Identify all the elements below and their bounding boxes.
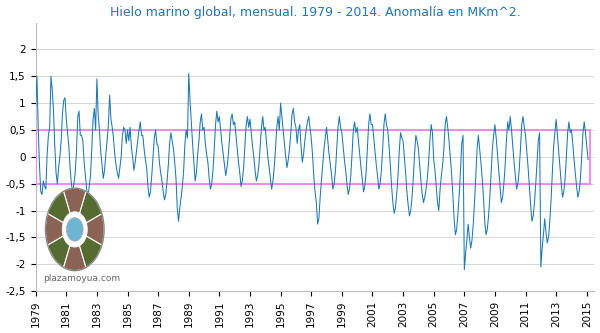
Bar [35,130,590,184]
Title: Hielo marino global, mensual. 1979 - 2014. Anomalía en MKm^2.: Hielo marino global, mensual. 1979 - 201… [110,6,520,19]
Text: plazamoyua.com: plazamoyua.com [43,274,121,283]
